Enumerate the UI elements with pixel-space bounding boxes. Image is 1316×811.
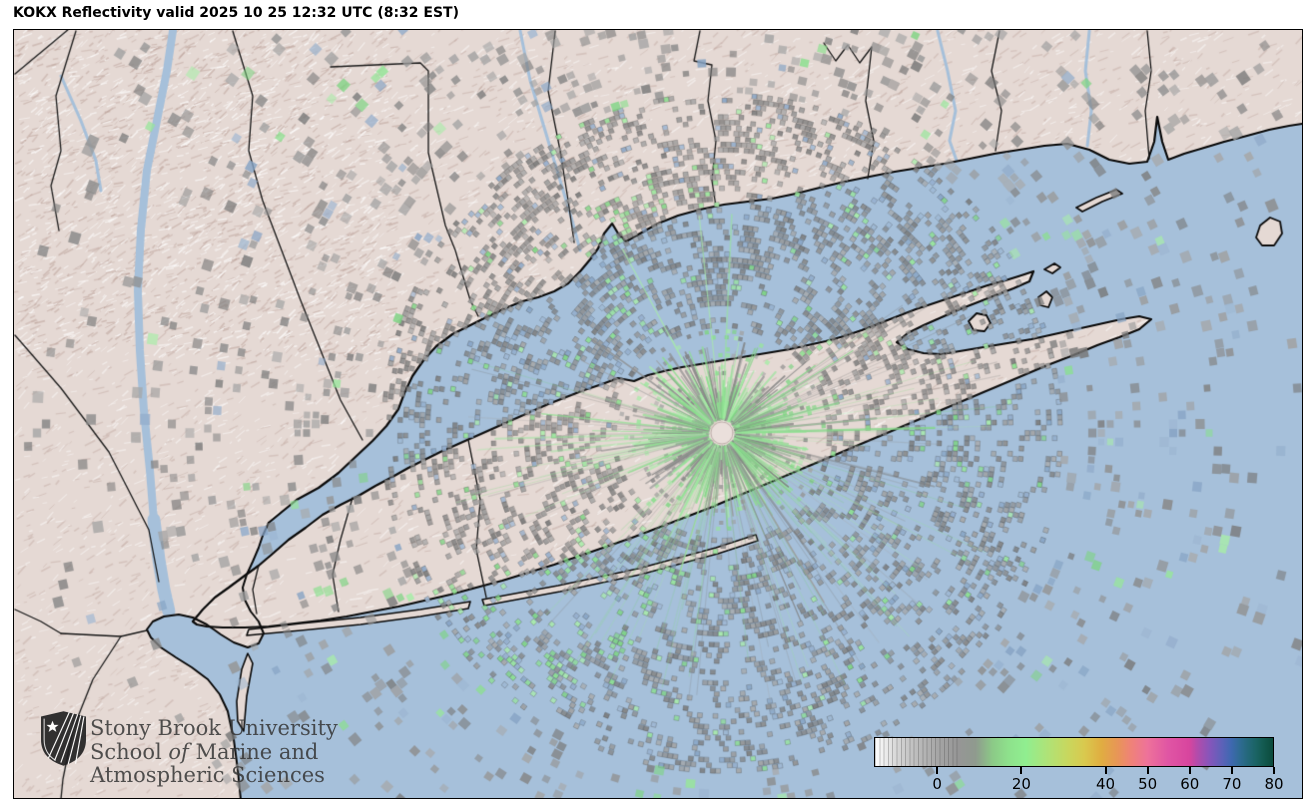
colorbar-bin-lines [875,738,959,766]
colorbar-tick-label: 0 [932,775,942,793]
figure-title: KOKX Reflectivity valid 2025 10 25 12:32… [13,5,460,21]
stonybrook-logo: Stony Brook University School of Marine … [41,711,338,788]
colorbar-tick-label: 80 [1264,775,1284,793]
colorbar-tick-label: 50 [1138,775,1158,793]
colorbar-ticks: 0 20 40 50 60 70 80 [874,767,1284,797]
logo-line-1: Stony Brook University [90,716,338,740]
radar-map: Stony Brook University School of Marine … [13,29,1303,799]
logo-line-2: School of Marine and [90,739,319,764]
logo-line-3: Atmospheric Sciences [90,763,325,787]
stonybrook-logo-text: Stony Brook University School of Marine … [90,716,338,788]
reflectivity-colorbar: 0 20 40 50 60 70 80 [874,737,1284,797]
colorbar-tick-label: 70 [1222,775,1242,793]
colorbar-tick-label: 20 [1011,775,1031,793]
radar-map-canvas [14,30,1302,798]
colorbar-tick-label: 60 [1180,775,1200,793]
colorbar-gradient [874,737,1274,767]
colorbar-tick-label: 40 [1096,775,1116,793]
stonybrook-shield-icon [41,711,86,766]
